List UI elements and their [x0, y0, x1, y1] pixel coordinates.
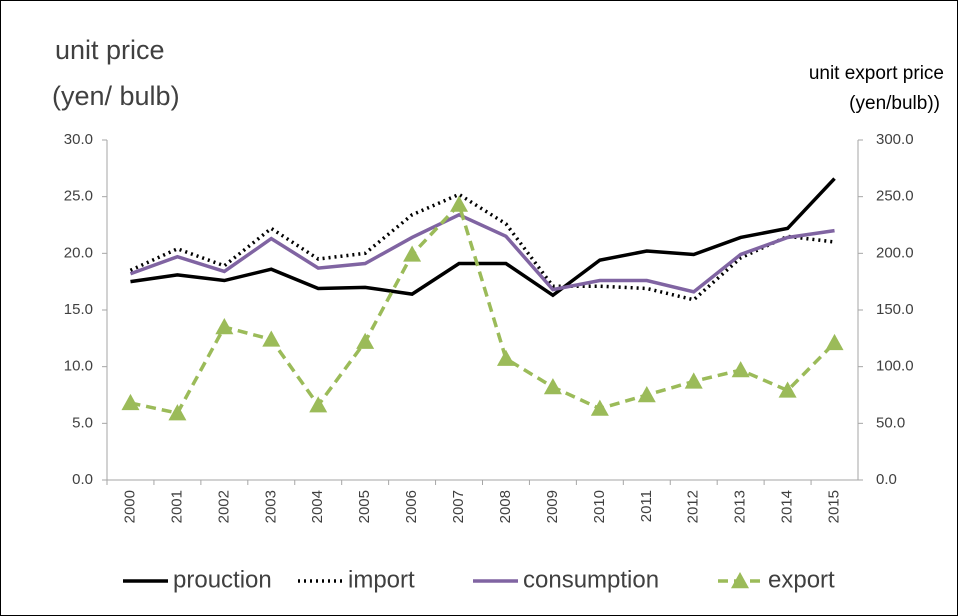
- legend-label: export: [768, 566, 835, 593]
- marker: [778, 381, 797, 398]
- y-tick-label: 20.0: [64, 244, 93, 261]
- y2-tick-label: 150.0: [876, 301, 914, 318]
- x-tick-label: 2004: [309, 490, 326, 523]
- y-tick-label: 5.0: [72, 414, 93, 431]
- marker: [496, 349, 515, 366]
- marker: [450, 195, 469, 212]
- y-tick-label: 15.0: [64, 301, 93, 318]
- x-tick-label: 2002: [215, 490, 232, 523]
- x-tick-label: 2000: [121, 490, 138, 523]
- y2-tick-label: 200.0: [876, 244, 914, 261]
- legend-label: import: [348, 566, 415, 593]
- y-axis-title: (yen/ bulb): [52, 81, 180, 111]
- marker: [731, 361, 750, 378]
- x-tick-label: 2014: [779, 490, 796, 523]
- x-tick-label: 2012: [685, 490, 702, 523]
- y2-tick-label: 100.0: [876, 358, 914, 375]
- x-tick-label: 2010: [591, 490, 608, 523]
- series-line: [130, 177, 836, 298]
- y-axis-title: unit price: [55, 35, 165, 65]
- y2-tick-label: 250.0: [876, 188, 914, 205]
- x-tick-label: 2001: [168, 490, 185, 523]
- marker: [403, 245, 422, 262]
- y-tick-label: 30.0: [64, 131, 93, 148]
- marker: [637, 386, 656, 403]
- marker: [590, 399, 609, 416]
- marker: [121, 393, 140, 411]
- legend-label: prouction: [173, 566, 272, 593]
- x-tick-label: 2015: [826, 490, 843, 523]
- x-tick-label: 2006: [403, 490, 420, 523]
- x-tick-label: 2003: [262, 490, 279, 523]
- legend-label: consumption: [523, 566, 659, 593]
- marker: [215, 318, 234, 335]
- x-tick-label: 2013: [732, 490, 749, 523]
- x-tick-label: 2011: [638, 490, 655, 522]
- y-tick-label: 10.0: [64, 358, 93, 375]
- marker: [262, 330, 281, 347]
- marker: [543, 378, 562, 395]
- x-tick-label: 2009: [544, 490, 561, 523]
- legend-marker: [731, 572, 749, 589]
- y2-tick-label: 50.0: [876, 414, 905, 431]
- y2-tick-label: 300.0: [876, 131, 914, 148]
- y2-tick-label: 0.0: [876, 471, 897, 488]
- series-line: [129, 212, 835, 294]
- y-tick-label: 25.0: [64, 188, 93, 205]
- x-tick-label: 2008: [497, 490, 514, 523]
- x-tick-label: 2005: [356, 490, 373, 523]
- marker: [825, 333, 844, 351]
- y-tick-label: 0.0: [72, 471, 93, 488]
- x-tick-label: 2007: [450, 490, 467, 523]
- y2-axis-title: unit export price: [809, 63, 944, 84]
- marker: [684, 372, 703, 389]
- marker: [309, 396, 328, 413]
- marker: [356, 332, 375, 349]
- y2-axis-title: (yen/bulb)): [849, 93, 940, 114]
- marker: [168, 404, 187, 421]
